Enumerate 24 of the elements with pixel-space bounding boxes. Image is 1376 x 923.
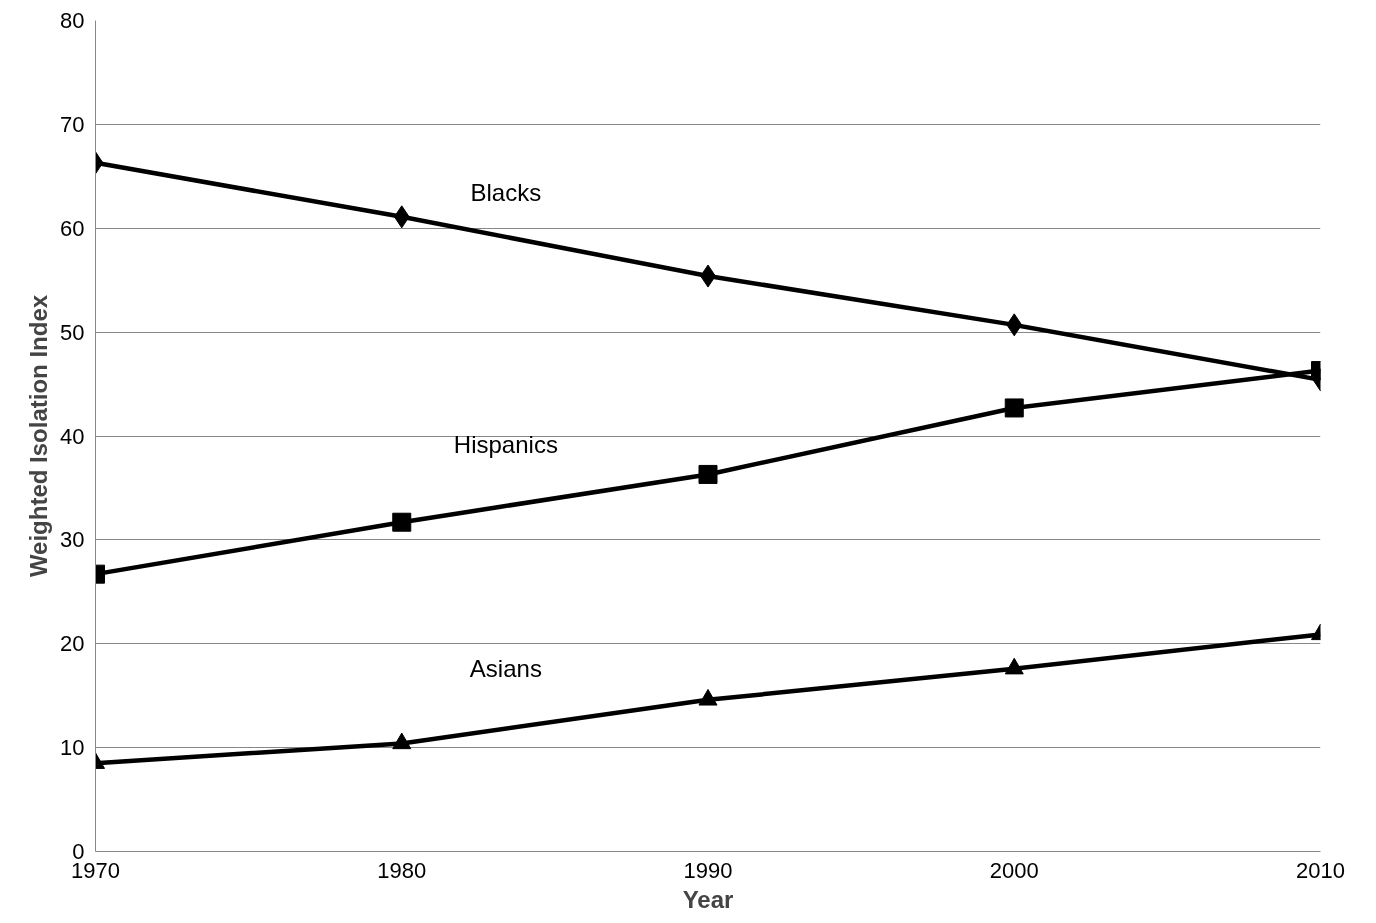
point <box>392 512 412 532</box>
point <box>1004 657 1024 675</box>
y-tick-label: 80 <box>60 8 85 33</box>
point <box>698 464 718 484</box>
y-tick-label: 60 <box>60 215 85 241</box>
x-axis-title: Year <box>682 885 734 913</box>
series-label: Asians <box>469 654 542 682</box>
y-axis-title: Weighted Isolation Index <box>25 294 53 578</box>
x-tick-label: 1990 <box>683 857 733 883</box>
y-tick-label: 50 <box>60 319 85 345</box>
series-label: Blacks <box>470 179 542 207</box>
point <box>392 732 412 750</box>
y-tick-label: 30 <box>60 527 85 553</box>
y-tick-label: 0 <box>72 839 85 864</box>
y-tick-label: 40 <box>60 423 85 449</box>
x-tick-label: 1980 <box>377 857 427 883</box>
x-tick-label: 2010 <box>1296 857 1345 883</box>
point <box>1004 398 1024 418</box>
point <box>698 688 718 706</box>
y-tick-label: 20 <box>60 631 85 657</box>
x-tick-label: 2000 <box>989 857 1039 883</box>
series-label: Hispanics <box>453 431 558 459</box>
y-tick-label: 70 <box>60 111 85 137</box>
y-tick-label: 10 <box>60 735 85 761</box>
